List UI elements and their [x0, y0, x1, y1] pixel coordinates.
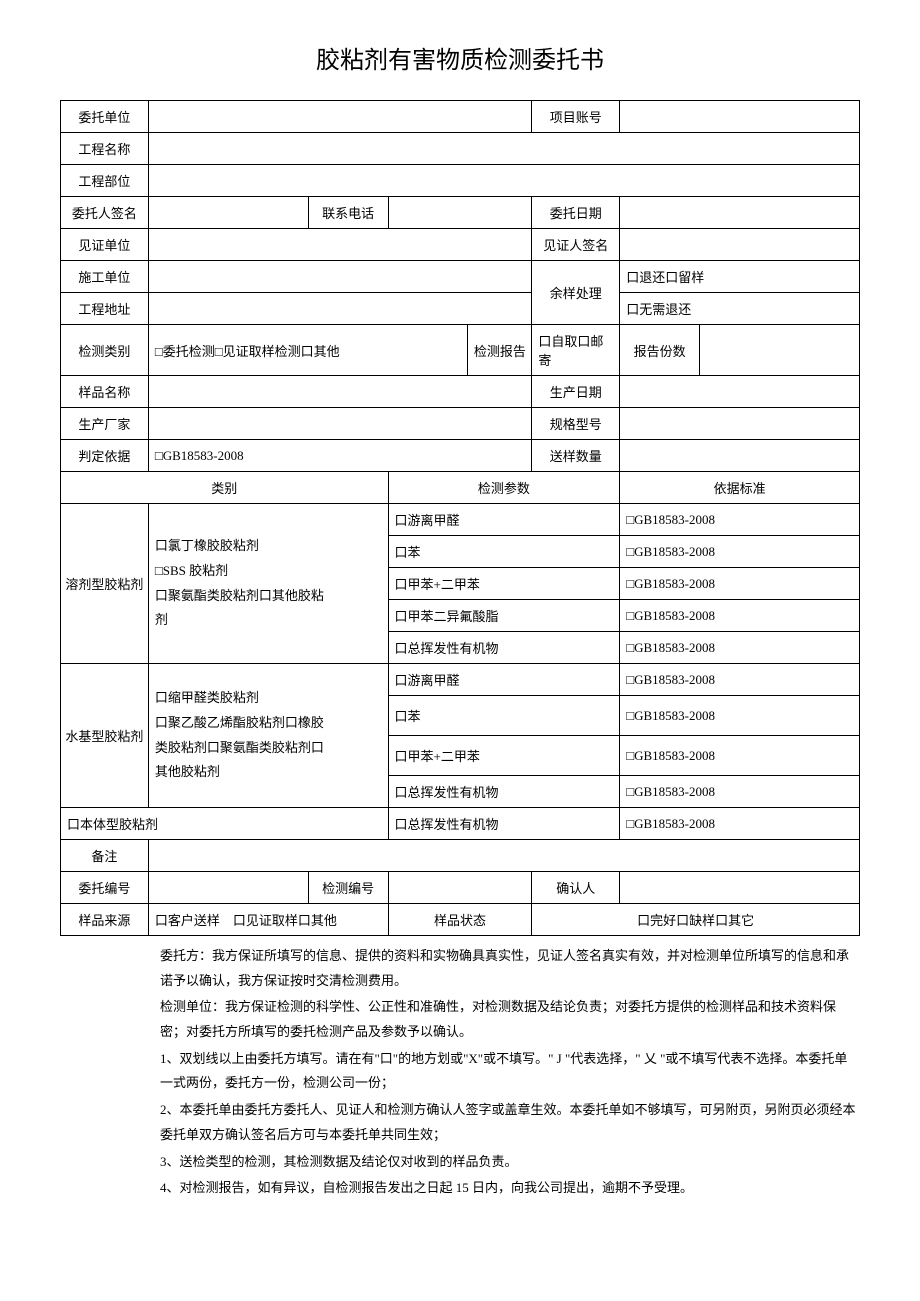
- label-entrust-sign: 委托人签名: [61, 197, 149, 229]
- cat2-param-3[interactable]: 口甲苯+二甲苯: [388, 736, 620, 776]
- note-3: 1、双划线以上由委托方填写。请在有"口"的地方划或"X"或不填写。" J "代表…: [160, 1047, 860, 1096]
- cat1-param-3[interactable]: 口甲苯+二甲苯: [388, 568, 620, 600]
- page-title: 胶粘剂有害物质检测委托书: [60, 40, 860, 75]
- cat1-std-3[interactable]: □GB18583-2008: [620, 568, 860, 600]
- label-project-no: 项目账号: [532, 101, 620, 133]
- label-judge-basis: 判定依据: [61, 440, 149, 472]
- cat1-param-5[interactable]: 口总挥发性有机物: [388, 632, 620, 664]
- label-sample-status: 样品状态: [388, 904, 532, 936]
- label-project-name: 工程名称: [61, 133, 149, 165]
- input-report-copies[interactable]: [700, 325, 860, 376]
- input-spec-model[interactable]: [620, 408, 860, 440]
- input-entrust-no[interactable]: [148, 872, 308, 904]
- label-construction-unit: 施工单位: [61, 261, 149, 293]
- label-witness-sign: 见证人签名: [532, 229, 620, 261]
- label-test-category: 检测类别: [61, 325, 149, 376]
- label-project-addr: 工程地址: [61, 293, 149, 325]
- header-standard: 依据标准: [620, 472, 860, 504]
- label-manufacturer: 生产厂家: [61, 408, 149, 440]
- cat2-name: 水基型胶粘剂: [61, 664, 149, 808]
- label-test-report: 检测报告: [468, 325, 532, 376]
- opt-test-report[interactable]: 口自取口邮寄: [532, 325, 620, 376]
- input-witness-sign[interactable]: [620, 229, 860, 261]
- notes-section: 委托方：我方保证所填写的信息、提供的资料和实物确具真实性，见证人签名真实有效，并…: [160, 944, 860, 1201]
- input-manufacturer[interactable]: [148, 408, 531, 440]
- label-spec-model: 规格型号: [532, 408, 620, 440]
- note-1: 委托方：我方保证所填写的信息、提供的资料和实物确具真实性，见证人签名真实有效，并…: [160, 944, 860, 993]
- input-produce-date[interactable]: [620, 376, 860, 408]
- cat2-std-3[interactable]: □GB18583-2008: [620, 736, 860, 776]
- label-test-no: 检测编号: [308, 872, 388, 904]
- opt-judge-basis[interactable]: □GB18583-2008: [148, 440, 531, 472]
- label-project-part: 工程部位: [61, 165, 149, 197]
- label-contact-phone: 联系电话: [308, 197, 388, 229]
- input-entrust-date[interactable]: [620, 197, 860, 229]
- opt-sample-handle-1[interactable]: 口退还口留样: [620, 261, 860, 293]
- cat3-name[interactable]: 口本体型胶粘剂: [61, 808, 389, 840]
- label-report-copies: 报告份数: [620, 325, 700, 376]
- form-table: 委托单位 项目账号 工程名称 工程部位 委托人签名 联系电话 委托日期 见证单位…: [60, 100, 860, 936]
- input-entrust-unit[interactable]: [148, 101, 531, 133]
- opt-sample-source[interactable]: 口客户送样 口见证取样口其他: [148, 904, 388, 936]
- cat2-param-1[interactable]: 口游离甲醛: [388, 664, 620, 696]
- input-project-no[interactable]: [620, 101, 860, 133]
- input-test-no[interactable]: [388, 872, 532, 904]
- label-produce-date: 生产日期: [532, 376, 620, 408]
- cat1-std-2[interactable]: □GB18583-2008: [620, 536, 860, 568]
- input-witness-unit[interactable]: [148, 229, 531, 261]
- label-sample-name: 样品名称: [61, 376, 149, 408]
- note-4: 2、本委托单由委托方委托人、见证人和检测方确认人签字或盖章生效。本委托单如不够填…: [160, 1098, 860, 1147]
- label-send-qty: 送样数量: [532, 440, 620, 472]
- label-witness-unit: 见证单位: [61, 229, 149, 261]
- label-sample-handle: 余样处理: [532, 261, 620, 325]
- cat1-param-2[interactable]: 口苯: [388, 536, 620, 568]
- input-remark[interactable]: [148, 840, 859, 872]
- input-entrust-sign[interactable]: [148, 197, 308, 229]
- input-project-part[interactable]: [148, 165, 859, 197]
- cat2-std-1[interactable]: □GB18583-2008: [620, 664, 860, 696]
- cat2-std-5[interactable]: □GB18583-2008: [620, 776, 860, 808]
- cat1-name: 溶剂型胶粘剂: [61, 504, 149, 664]
- input-confirm-person[interactable]: [620, 872, 860, 904]
- label-entrust-date: 委托日期: [532, 197, 620, 229]
- cat1-std-5[interactable]: □GB18583-2008: [620, 632, 860, 664]
- cat3-std[interactable]: □GB18583-2008: [620, 808, 860, 840]
- cat1-sub[interactable]: 口氯丁橡胶胶粘剂 □SBS 胶粘剂 口聚氨酯类胶粘剂口其他胶粘 剂: [148, 504, 388, 664]
- label-entrust-unit: 委托单位: [61, 101, 149, 133]
- note-6: 4、对检测报告，如有异议，自检测报告发出之日起 15 日内，向我公司提出，逾期不…: [160, 1176, 860, 1201]
- opt-sample-status[interactable]: 口完好口缺样口其它: [532, 904, 860, 936]
- opt-test-category[interactable]: □委托检测□见证取样检测口其他: [148, 325, 468, 376]
- note-5: 3、送检类型的检测，其检测数据及结论仅对收到的样品负责。: [160, 1150, 860, 1175]
- input-send-qty[interactable]: [620, 440, 860, 472]
- input-construction-unit[interactable]: [148, 261, 531, 293]
- cat2-sub[interactable]: 口缩甲醛类胶粘剂 口聚乙酸乙烯酯胶粘剂口橡胶 类胶粘剂口聚氨酯类胶粘剂口 其他胶…: [148, 664, 388, 808]
- cat2-param-2[interactable]: 口苯: [388, 696, 620, 736]
- input-sample-name[interactable]: [148, 376, 531, 408]
- cat2-std-2[interactable]: □GB18583-2008: [620, 696, 860, 736]
- cat3-param[interactable]: 口总挥发性有机物: [388, 808, 620, 840]
- cat1-std-1[interactable]: □GB18583-2008: [620, 504, 860, 536]
- label-confirm-person: 确认人: [532, 872, 620, 904]
- input-project-name[interactable]: [148, 133, 859, 165]
- label-remark: 备注: [61, 840, 149, 872]
- cat1-param-4[interactable]: 口甲苯二异氟酸脂: [388, 600, 620, 632]
- cat1-param-1[interactable]: 口游离甲醛: [388, 504, 620, 536]
- opt-sample-handle-2[interactable]: 口无需退还: [620, 293, 860, 325]
- header-category: 类别: [61, 472, 389, 504]
- header-param: 检测参数: [388, 472, 620, 504]
- input-contact-phone[interactable]: [388, 197, 532, 229]
- input-project-addr[interactable]: [148, 293, 531, 325]
- label-sample-source: 样品来源: [61, 904, 149, 936]
- label-entrust-no: 委托编号: [61, 872, 149, 904]
- cat2-param-5[interactable]: 口总挥发性有机物: [388, 776, 620, 808]
- note-2: 检测单位：我方保证检测的科学性、公正性和准确性，对检测数据及结论负责；对委托方提…: [160, 995, 860, 1044]
- cat1-std-4[interactable]: □GB18583-2008: [620, 600, 860, 632]
